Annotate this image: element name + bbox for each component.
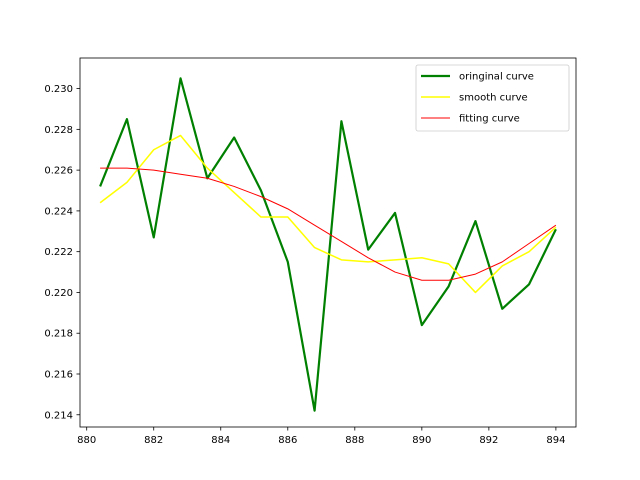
- legend-label-2: smooth curve: [459, 93, 528, 104]
- y-tick-label: 0.228: [44, 125, 73, 136]
- x-tick-label: 890: [412, 435, 431, 446]
- y-tick-label: 0.230: [44, 84, 73, 95]
- axes-frame: [79, 57, 577, 428]
- x-tick-label: 888: [345, 435, 364, 446]
- legend-label-1: oringinal curve: [459, 72, 534, 83]
- series-line-1: [99, 77, 557, 412]
- y-tick-label: 0.222: [44, 247, 73, 258]
- series-line-3: [100, 167, 557, 281]
- x-tick-label: 894: [546, 435, 565, 446]
- y-tick-label: 0.220: [44, 288, 73, 299]
- y-tick-label: 0.216: [44, 369, 73, 380]
- series-line-2: [99, 134, 557, 294]
- y-tick-label: 0.214: [44, 410, 73, 421]
- legend-box: [415, 64, 570, 132]
- y-tick-label: 0.226: [44, 166, 73, 177]
- plot-area: [79, 57, 577, 428]
- y-tick-label: 0.218: [44, 329, 73, 340]
- legend: oringinal curve smooth curve fitting curve: [415, 64, 570, 132]
- x-axis: 880 882 884 886 888 890 892 894: [77, 427, 565, 446]
- x-tick-label: 880: [77, 435, 96, 446]
- y-tick-label: 0.224: [44, 206, 73, 217]
- y-axis: 0.214 0.216 0.218 0.220 0.222 0.224 0.226 0.228…: [44, 84, 80, 421]
- x-tick-label: 882: [144, 435, 163, 446]
- x-tick-label: 884: [211, 435, 230, 446]
- x-tick-label: 892: [479, 435, 498, 446]
- legend-label-3: fitting curve: [459, 114, 520, 125]
- x-tick-label: 886: [278, 435, 297, 446]
